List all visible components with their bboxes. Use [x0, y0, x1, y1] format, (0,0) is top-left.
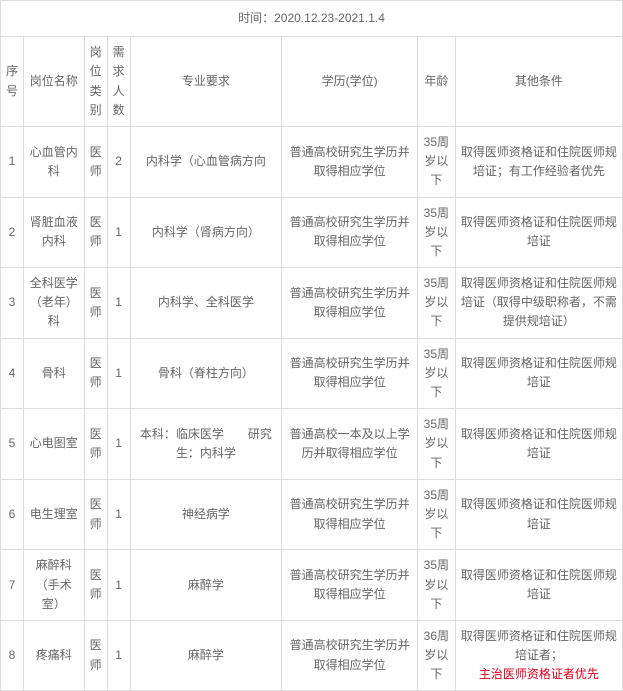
cell-edu: 普通高校研究生学历并取得相应学位	[282, 197, 418, 268]
title-row: 时间：2020.12.23-2021.1.4	[1, 1, 623, 37]
cell-cat: 医师	[84, 620, 107, 691]
col-header-cat: 岗位类别	[84, 37, 107, 127]
cell-major: 本科：临床医学 研究生：内科学	[130, 409, 282, 480]
cell-other: 取得医师资格证和住院医师规培证	[455, 479, 622, 550]
cell-age: 36周岁以下	[418, 620, 456, 691]
cell-cat: 医师	[84, 338, 107, 409]
other-line1: 取得医师资格证和住院医师规培证者；	[460, 627, 618, 665]
cell-no: 3	[1, 268, 24, 339]
cell-num: 2	[107, 126, 130, 197]
cell-other: 取得医师资格证和住院医师规培证者；主治医师资格证者优先	[455, 620, 622, 691]
cell-other: 取得医师资格证和住院医师规培证	[455, 338, 622, 409]
header-row: 序号 岗位名称 岗位类别 需求人数 专业要求 学历(学位) 年龄 其他条件	[1, 37, 623, 127]
cell-no: 7	[1, 550, 24, 621]
cell-cat: 医师	[84, 409, 107, 480]
cell-no: 5	[1, 409, 24, 480]
cell-other: 取得医师资格证和住院医师规培证	[455, 550, 622, 621]
cell-other: 取得医师资格证和住院医师规培证	[455, 409, 622, 480]
cell-cat: 医师	[84, 268, 107, 339]
table-row: 5心电图室医师1本科：临床医学 研究生：内科学普通高校一本及以上学历并取得相应学…	[1, 409, 623, 480]
cell-cat: 医师	[84, 197, 107, 268]
cell-age: 35周岁以下	[418, 268, 456, 339]
cell-edu: 普通高校研究生学历并取得相应学位	[282, 126, 418, 197]
col-header-age: 年龄	[418, 37, 456, 127]
cell-name: 疼痛科	[23, 620, 84, 691]
cell-no: 2	[1, 197, 24, 268]
cell-cat: 医师	[84, 126, 107, 197]
cell-major: 麻醉学	[130, 550, 282, 621]
cell-cat: 医师	[84, 550, 107, 621]
cell-other: 取得医师资格证和住院医师规培证（取得中级职称者，不需提供规培证）	[455, 268, 622, 339]
cell-num: 1	[107, 197, 130, 268]
cell-name: 骨科	[23, 338, 84, 409]
table-row: 6电生理室医师1神经病学普通高校研究生学历并取得相应学位35周岁以下取得医师资格…	[1, 479, 623, 550]
cell-other: 取得医师资格证和住院医师规培证	[455, 197, 622, 268]
cell-cat: 医师	[84, 479, 107, 550]
cell-edu: 普通高校研究生学历并取得相应学位	[282, 338, 418, 409]
cell-major: 麻醉学	[130, 620, 282, 691]
col-header-num: 需求人数	[107, 37, 130, 127]
cell-num: 1	[107, 479, 130, 550]
cell-major: 内科学、全科医学	[130, 268, 282, 339]
cell-no: 4	[1, 338, 24, 409]
cell-no: 6	[1, 479, 24, 550]
table-row: 8疼痛科医师1麻醉学普通高校研究生学历并取得相应学位36周岁以下取得医师资格证和…	[1, 620, 623, 691]
cell-name: 心血管内科	[23, 126, 84, 197]
cell-num: 1	[107, 620, 130, 691]
cell-age: 35周岁以下	[418, 126, 456, 197]
cell-num: 1	[107, 268, 130, 339]
cell-name: 全科医学（老年）科	[23, 268, 84, 339]
col-header-no: 序号	[1, 37, 24, 127]
col-header-name: 岗位名称	[23, 37, 84, 127]
cell-age: 35周岁以下	[418, 550, 456, 621]
cell-other: 取得医师资格证和住院医师规培证；有工作经验者优先	[455, 126, 622, 197]
cell-major: 内科学（心血管病方向	[130, 126, 282, 197]
table-title: 时间：2020.12.23-2021.1.4	[1, 1, 623, 37]
col-header-major: 专业要求	[130, 37, 282, 127]
recruitment-table: 时间：2020.12.23-2021.1.4 序号 岗位名称 岗位类别 需求人数…	[0, 0, 623, 691]
other-line2-highlight: 主治医师资格证者优先	[460, 665, 618, 684]
cell-edu: 普通高校研究生学历并取得相应学位	[282, 620, 418, 691]
col-header-other: 其他条件	[455, 37, 622, 127]
cell-major: 内科学（肾病方向）	[130, 197, 282, 268]
cell-edu: 普通高校研究生学历并取得相应学位	[282, 550, 418, 621]
cell-name: 肾脏血液内科	[23, 197, 84, 268]
cell-name: 电生理室	[23, 479, 84, 550]
col-header-edu: 学历(学位)	[282, 37, 418, 127]
cell-name: 麻醉科（手术室）	[23, 550, 84, 621]
table-row: 2肾脏血液内科医师1内科学（肾病方向）普通高校研究生学历并取得相应学位35周岁以…	[1, 197, 623, 268]
cell-age: 35周岁以下	[418, 479, 456, 550]
cell-num: 1	[107, 338, 130, 409]
cell-age: 35周岁以下	[418, 409, 456, 480]
table-row: 3全科医学（老年）科医师1内科学、全科医学普通高校研究生学历并取得相应学位35周…	[1, 268, 623, 339]
table-row: 4骨科医师1骨科（脊柱方向）普通高校研究生学历并取得相应学位35周岁以下取得医师…	[1, 338, 623, 409]
cell-no: 8	[1, 620, 24, 691]
cell-num: 1	[107, 409, 130, 480]
cell-age: 35周岁以下	[418, 338, 456, 409]
cell-edu: 普通高校研究生学历并取得相应学位	[282, 268, 418, 339]
table-row: 1心血管内科医师2内科学（心血管病方向普通高校研究生学历并取得相应学位35周岁以…	[1, 126, 623, 197]
cell-num: 1	[107, 550, 130, 621]
table-row: 7麻醉科（手术室）医师1麻醉学普通高校研究生学历并取得相应学位35周岁以下取得医…	[1, 550, 623, 621]
cell-major: 神经病学	[130, 479, 282, 550]
table-body: 时间：2020.12.23-2021.1.4 序号 岗位名称 岗位类别 需求人数…	[1, 1, 623, 691]
cell-edu: 普通高校研究生学历并取得相应学位	[282, 479, 418, 550]
cell-no: 1	[1, 126, 24, 197]
cell-age: 35周岁以下	[418, 197, 456, 268]
cell-major: 骨科（脊柱方向）	[130, 338, 282, 409]
cell-edu: 普通高校一本及以上学历并取得相应学位	[282, 409, 418, 480]
cell-name: 心电图室	[23, 409, 84, 480]
